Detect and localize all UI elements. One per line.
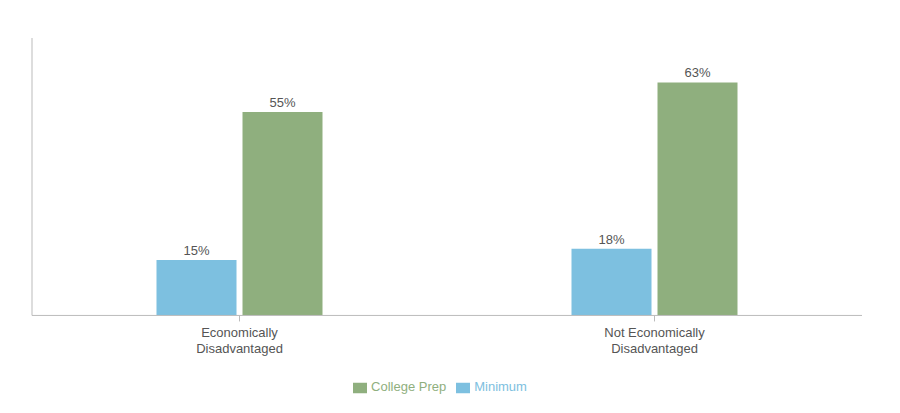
svg-text:55%: 55% xyxy=(269,95,295,110)
html-text:College Prep: College Prep xyxy=(371,379,447,395)
svg-text:EconomicallyDisadvantaged: EconomicallyDisadvantaged xyxy=(196,325,283,356)
html-text:Minimum: Minimum xyxy=(474,379,527,395)
svg-text:15%: 15% xyxy=(183,243,209,258)
svg-text:Not EconomicallyDisadvantaged: Not EconomicallyDisadvantaged xyxy=(604,325,705,356)
svg-text:63%: 63% xyxy=(684,65,710,80)
svg-text:18%: 18% xyxy=(598,232,624,247)
